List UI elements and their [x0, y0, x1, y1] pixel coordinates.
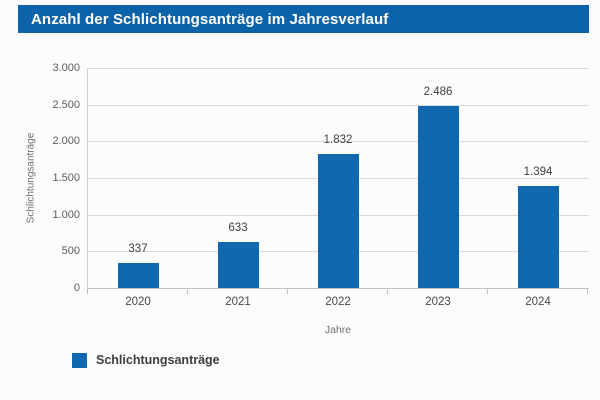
- y-tick-label: 1.000: [52, 208, 80, 221]
- x-tick-label: 2021: [225, 296, 251, 308]
- y-tick-label: 2.000: [52, 135, 80, 148]
- y-tick-label: 2.500: [52, 98, 80, 111]
- legend-label: Schlichtungsanträge: [96, 353, 220, 367]
- y-axis-line: [87, 68, 88, 288]
- x-tick-label: 2024: [525, 296, 551, 308]
- x-axis-tick: [387, 289, 388, 294]
- bar-value-label: 633: [228, 221, 248, 234]
- x-axis-line: [87, 288, 589, 289]
- x-axis-title: Jahre: [324, 324, 352, 336]
- y-tick-label: 1.500: [52, 172, 80, 184]
- bar-value-label: 1.394: [523, 165, 553, 178]
- bar-value-label: 2.486: [423, 85, 453, 98]
- chart-title-bar: Anzahl der Schlichtungsanträge im Jahres…: [18, 5, 589, 33]
- gridline: [88, 104, 589, 106]
- x-axis-tick: [187, 289, 188, 294]
- bar-2023: [417, 105, 459, 288]
- gridline: [88, 141, 589, 143]
- legend: Schlichtungsanträge: [72, 352, 220, 368]
- bar-2020: [117, 263, 159, 288]
- x-tick-label: 2022: [325, 296, 351, 308]
- bar-2024: [517, 185, 559, 288]
- y-tick-label: 500: [61, 245, 80, 258]
- y-tick-label: 0: [73, 282, 80, 294]
- legend-swatch: [72, 352, 87, 368]
- x-axis-tick: [487, 289, 488, 294]
- bar-2022: [317, 153, 359, 288]
- bar-value-label: 1.832: [323, 133, 353, 146]
- x-axis-tick: [587, 289, 588, 294]
- y-tick-label: 3.000: [52, 62, 80, 74]
- x-axis-tick: [87, 289, 88, 294]
- chart-title: Anzahl der Schlichtungsanträge im Jahres…: [31, 10, 389, 28]
- x-tick-label: 2020: [125, 296, 151, 308]
- x-tick-label: 2023: [425, 296, 451, 308]
- x-axis-tick: [287, 289, 288, 294]
- bar-2021: [217, 241, 259, 288]
- gridline: [88, 68, 589, 69]
- bar-value-label: 337: [128, 243, 148, 256]
